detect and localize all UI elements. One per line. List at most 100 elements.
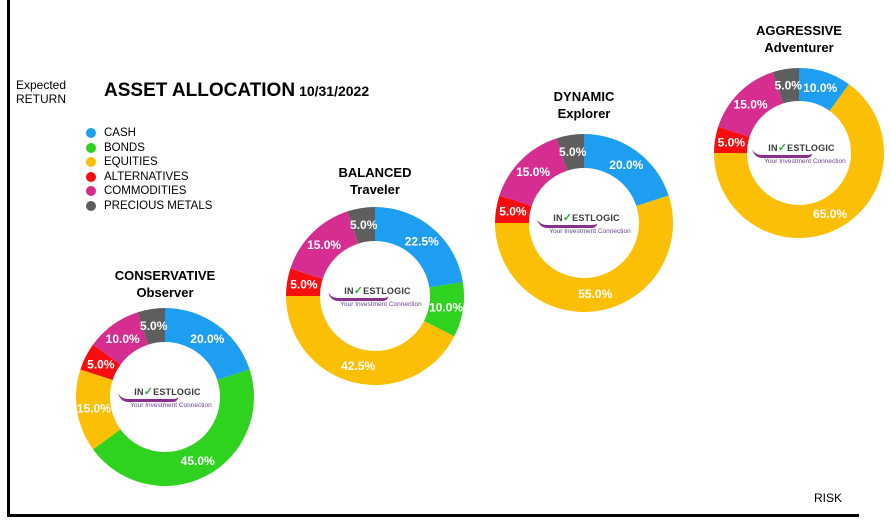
logo-tagline: Your Investment Connection (130, 402, 212, 409)
checkmark-icon: ✓ (353, 285, 364, 297)
logo-name-pre: IN (344, 286, 354, 296)
swoosh-icon (752, 148, 813, 158)
portfolio-name: BALANCED (338, 165, 412, 180)
donut-slice-precious-metals (137, 308, 165, 345)
donut-slice-bonds (92, 369, 254, 487)
y-axis-label-line1: Expected (16, 78, 67, 92)
donut-slice-equities (286, 296, 455, 386)
legend-swatch (86, 186, 96, 197)
logo-name-pre: IN (134, 387, 144, 397)
legend: CASH BONDS EQUITIES ALTERNATIVES COMMODI… (86, 126, 212, 213)
legend-label: PRECIOUS METALS (104, 199, 213, 212)
chart-title: ASSET ALLOCATION 10/31/2022 (104, 80, 369, 102)
portfolio-label: BALANCED Traveler (339, 164, 412, 198)
logo-name-post: ESTLOGIC (572, 213, 620, 223)
logo-wordmark: IN✓ESTLOGIC (328, 284, 421, 297)
donut-slice-cash (375, 207, 463, 288)
logo-tagline: Your Investment Connection (549, 228, 631, 235)
slice-label-precious-metals: 5.0% (559, 145, 587, 159)
legend-swatch (86, 171, 96, 182)
portfolio-name: AGGRESSIVE (756, 23, 842, 38)
donut-slice-commodities (92, 312, 149, 365)
legend-label: BONDS (104, 141, 145, 154)
logo-name-pre: IN (768, 143, 778, 153)
logo-wordmark: IN✓ESTLOGIC (537, 211, 630, 224)
slice-label-alternatives: 5.0% (718, 135, 746, 149)
portfolio-label: DYNAMIC Explorer (554, 88, 615, 122)
slice-label-alternatives: 5.0% (290, 278, 318, 292)
portfolio-subname: Traveler (350, 182, 400, 197)
donut-slice-commodities (718, 72, 783, 137)
donut-slice-alternatives (286, 268, 323, 296)
slice-label-cash: 22.5% (405, 234, 439, 248)
y-axis-label-line2: RETURN (16, 92, 66, 106)
checkmark-icon: ✓ (143, 386, 154, 398)
donut-slice-cash (584, 134, 669, 207)
slice-label-bonds: 45.0% (181, 454, 215, 468)
portfolio-subname: Explorer (557, 106, 611, 121)
portfolio-label: CONSERVATIVE Observer (115, 267, 215, 301)
swoosh-icon (118, 392, 179, 402)
donut-slice-alternatives (495, 195, 532, 223)
checkmark-icon: ✓ (777, 142, 788, 154)
chart-title-text: ASSET ALLOCATION (104, 80, 296, 101)
slice-label-equities: 55.0% (578, 287, 612, 301)
swoosh-icon (537, 218, 598, 228)
swoosh-icon (328, 291, 389, 301)
slice-label-precious-metals: 5.0% (350, 218, 378, 232)
investlogic-logo: IN✓ESTLOGIC Your Investment Connection (328, 284, 422, 308)
slice-label-cash: 20.0% (190, 332, 224, 346)
slice-label-commodities: 15.0% (307, 238, 341, 252)
portfolio-label: AGGRESSIVE Adventurer (756, 22, 842, 56)
donut-slice-equities (495, 195, 673, 312)
x-axis-label: RISK (814, 491, 843, 505)
investlogic-logo: IN✓ESTLOGIC Your Investment Connection (752, 141, 846, 165)
donut-slice-alternatives (714, 126, 750, 153)
donut-slice-cash (165, 308, 250, 381)
legend-label: EQUITIES (104, 156, 158, 169)
slice-label-cash: 20.0% (609, 158, 643, 172)
slice-label-bonds: 10.0% (429, 300, 463, 314)
legend-swatch (86, 200, 96, 211)
x-axis-line (7, 514, 859, 517)
logo-wordmark: IN✓ESTLOGIC (118, 385, 211, 398)
legend-item-alternatives: ALTERNATIVES (86, 170, 212, 185)
y-axis-label: Expected RETURN (16, 78, 66, 106)
logo-name-pre: IN (553, 213, 563, 223)
donut-slice-bonds (424, 282, 464, 337)
legend-item-bonds: BONDS (86, 141, 212, 156)
investlogic-logo: IN✓ESTLOGIC Your Investment Connection (537, 211, 631, 235)
legend-label: CASH (104, 127, 136, 140)
logo-name-post: ESTLOGIC (787, 143, 835, 153)
legend-item-precious-metals: PRECIOUS METALS (86, 199, 212, 214)
portfolio-subname: Adventurer (764, 40, 834, 55)
slice-label-alternatives: 5.0% (499, 205, 527, 219)
logo-tagline: Your Investment Connection (764, 158, 846, 165)
donut-slice-cash (799, 68, 849, 111)
slice-label-commodities: 15.0% (516, 165, 550, 179)
legend-swatch (86, 128, 96, 139)
legend-label: ALTERNATIVES (104, 170, 189, 183)
logo-tagline: Your Investment Connection (340, 301, 422, 308)
slice-label-equities: 65.0% (813, 207, 847, 221)
y-axis-line (7, 0, 10, 517)
legend-swatch (86, 142, 96, 153)
slice-label-cash: 10.0% (803, 81, 837, 95)
legend-item-equities: EQUITIES (86, 155, 212, 170)
slice-label-commodities: 15.0% (734, 98, 768, 112)
logo-name-post: ESTLOGIC (363, 286, 411, 296)
slice-label-alternatives: 5.0% (87, 357, 115, 371)
donut-slice-commodities (499, 138, 568, 207)
donut-slice-precious-metals (347, 207, 375, 244)
slice-label-equities: 15.0% (77, 401, 111, 415)
donut-slice-precious-metals (556, 134, 584, 171)
legend-item-cash: CASH (86, 126, 212, 141)
chart-title-date: 10/31/2022 (299, 83, 370, 99)
legend-item-commodities: COMMODITIES (86, 184, 212, 199)
donut-slice-alternatives (80, 344, 121, 381)
slice-label-precious-metals: 5.0% (775, 78, 803, 92)
slice-label-precious-metals: 5.0% (140, 319, 168, 333)
donut-slice-equities (76, 369, 121, 450)
logo-wordmark: IN✓ESTLOGIC (752, 141, 845, 154)
